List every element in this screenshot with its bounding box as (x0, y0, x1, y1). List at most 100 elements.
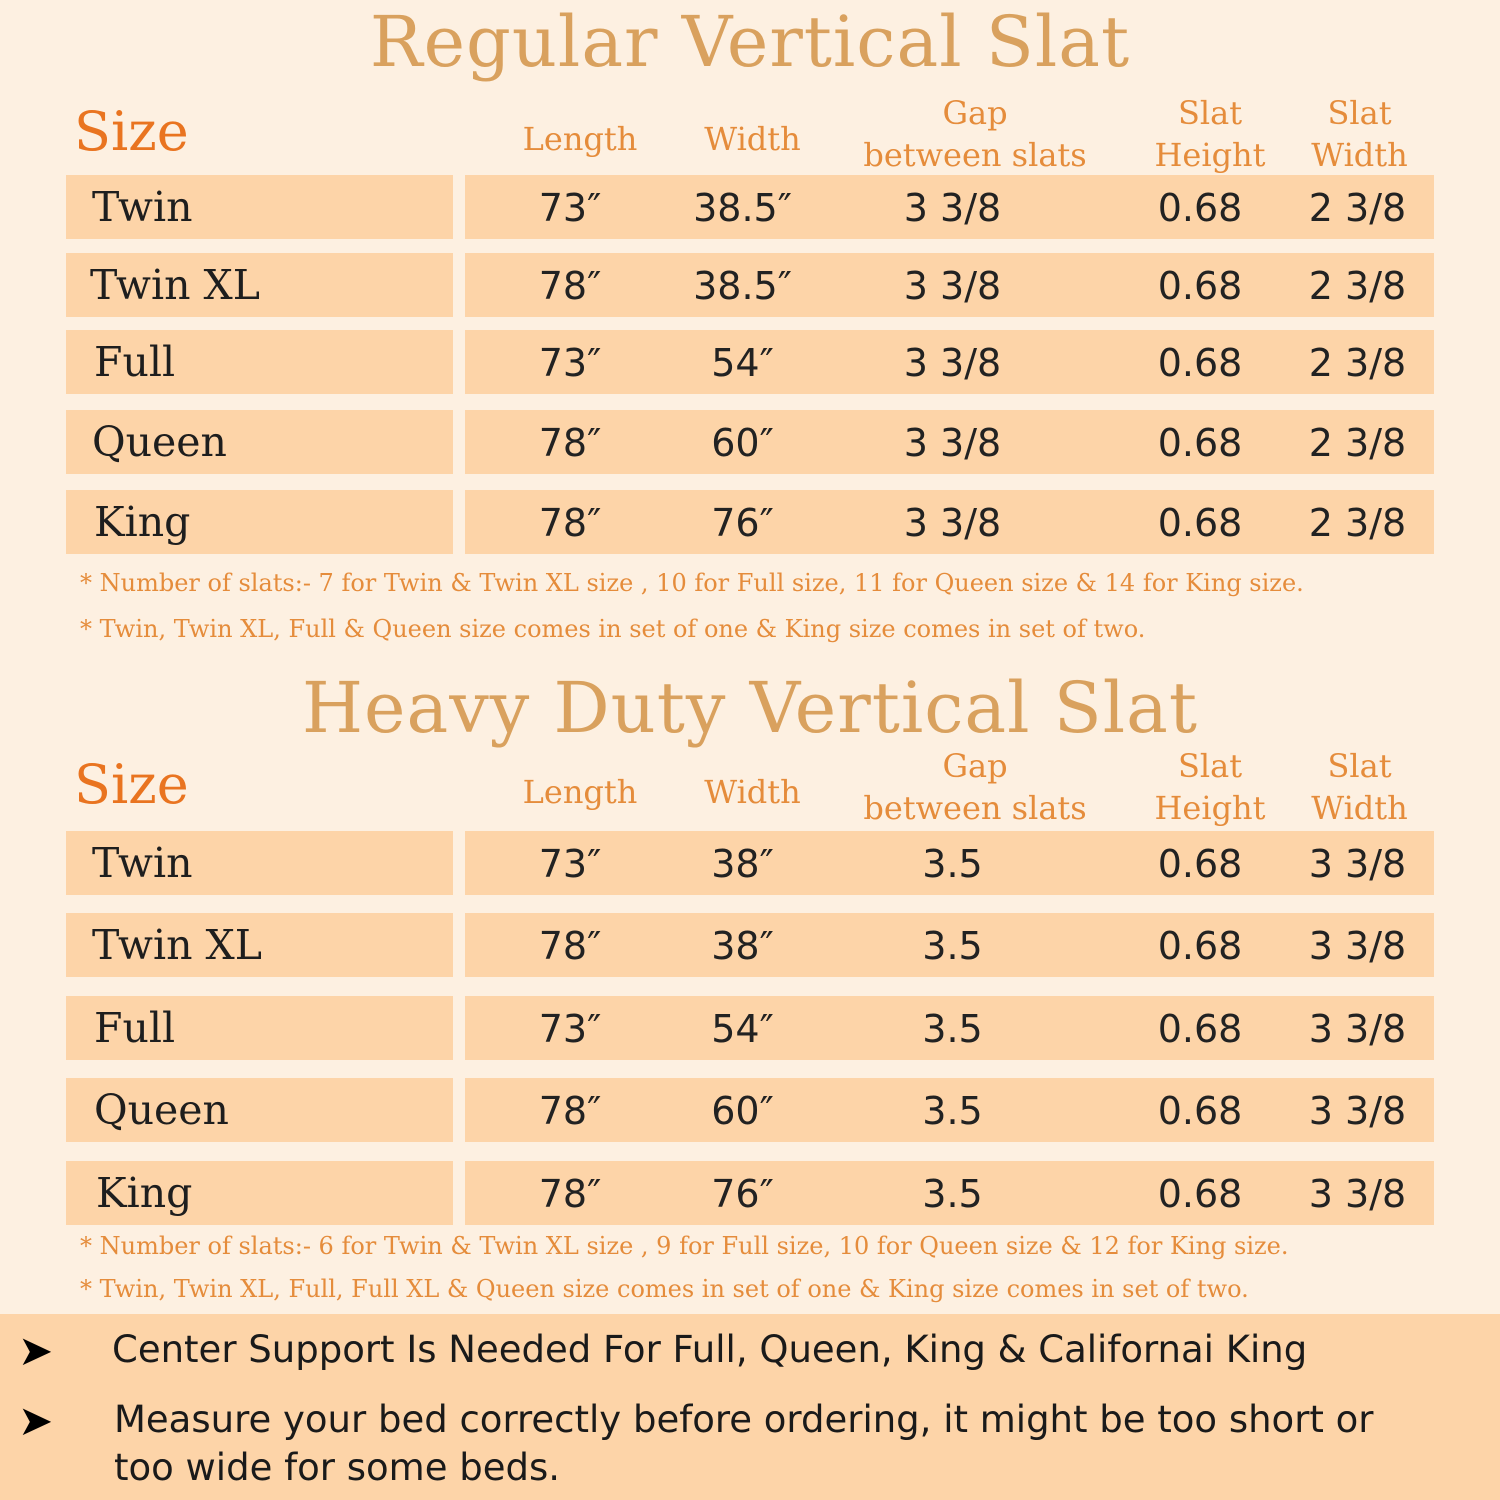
slat-height-cell: 0.68 (1157, 264, 1243, 308)
width-cell: 54″ (711, 1007, 774, 1051)
row-bg-right (465, 175, 1434, 239)
slat-width-cell: 3 3/8 (1308, 1172, 1407, 1216)
slat-height-cell: 0.68 (1157, 1172, 1243, 1216)
row-bg-right (465, 913, 1434, 977)
slat-width-cell: 2 3/8 (1308, 501, 1407, 545)
slat-width-cell: 2 3/8 (1308, 421, 1407, 465)
width-cell: 76″ (711, 1172, 774, 1216)
regular-gap-header-line1: Gap (942, 94, 1008, 132)
length-cell: 78″ (538, 924, 602, 968)
length-cell: 78″ (538, 421, 602, 465)
bullet-line: Center Support Is Needed For Full, Queen… (112, 1328, 1308, 1371)
width-cell: 54″ (711, 341, 774, 385)
row-bg-left (66, 253, 453, 317)
regular-note-slat-count: * Number of slats:- 7 for Twin & Twin XL… (80, 569, 1304, 597)
width-cell: 38″ (711, 924, 774, 968)
size-cell: Full (94, 1004, 176, 1052)
row-bg-left (66, 490, 453, 554)
row-bg-left (66, 913, 453, 977)
row-bg-right (465, 490, 1434, 554)
size-cell: Twin XL (92, 921, 262, 969)
length-cell: 78″ (538, 501, 602, 545)
slat-height-cell: 0.68 (1157, 924, 1243, 968)
slat-height-cell: 0.68 (1157, 842, 1243, 886)
row-bg-right (465, 253, 1434, 317)
regular-gap-header: Gap between slats (850, 92, 1100, 176)
table-row: Twin 73″ 38.5″ 3 3/8 0.68 2 3/8 (0, 175, 1500, 239)
regular-slat-height-header-line1: Slat (1177, 94, 1243, 132)
regular-size-header: Size (74, 100, 189, 163)
size-cell: Twin (92, 183, 193, 231)
slat-height-cell: 0.68 (1157, 501, 1243, 545)
slat-width-cell: 3 3/8 (1308, 1089, 1407, 1133)
table-row: King 78″ 76″ 3.5 0.68 3 3/8 (0, 1161, 1500, 1225)
table-row: King 78″ 76″ 3 3/8 0.68 2 3/8 (0, 490, 1500, 554)
regular-length-header: Length (522, 120, 638, 158)
arrow-bullet-icon: ➤ (18, 1326, 54, 1375)
regular-title: Regular Vertical Slat (369, 1, 1131, 83)
length-cell: 73″ (538, 842, 602, 886)
width-cell: 60″ (711, 421, 774, 465)
heavy-slat-width-header: Slat Width (1292, 745, 1427, 829)
size-cell: Twin (92, 839, 193, 887)
slat-width-cell: 2 3/8 (1308, 264, 1407, 308)
width-cell: 38.5″ (693, 264, 792, 308)
size-cell: Twin XL (90, 261, 260, 309)
table-row: Queen 78″ 60″ 3 3/8 0.68 2 3/8 (0, 410, 1500, 474)
slat-width-cell: 2 3/8 (1308, 341, 1407, 385)
gap-cell: 3 3/8 (903, 501, 1002, 545)
size-cell: Queen (92, 418, 227, 466)
heavy-slat-width-header-line1: Slat (1327, 747, 1392, 785)
gap-cell: 3.5 (922, 1172, 983, 1216)
row-bg-right (465, 1078, 1434, 1142)
slat-height-cell: 0.68 (1157, 421, 1243, 465)
heavy-width-header: Width (704, 773, 801, 811)
row-bg-left (66, 1078, 453, 1142)
slat-width-cell: 3 3/8 (1308, 924, 1407, 968)
regular-slat-height-header: Slat Height (1140, 92, 1280, 176)
regular-slat-height-header-line2: Height (1154, 136, 1266, 174)
heavy-size-header: Size (74, 753, 189, 816)
row-bg-right (465, 1161, 1434, 1225)
bullet-measure-bed: Measure your bed correctly before orderi… (114, 1396, 1374, 1492)
slat-height-cell: 0.68 (1157, 341, 1243, 385)
heavy-title: Heavy Duty Vertical Slat (302, 667, 1198, 749)
gap-cell: 3 3/8 (903, 421, 1002, 465)
row-bg-left (66, 831, 453, 895)
length-cell: 78″ (538, 1172, 602, 1216)
regular-note-set: * Twin, Twin XL, Full & Queen size comes… (80, 615, 1146, 643)
heavy-slat-height-header-line2: Height (1154, 789, 1266, 827)
slat-width-cell: 3 3/8 (1308, 842, 1407, 886)
width-cell: 60″ (711, 1089, 774, 1133)
gap-cell: 3 3/8 (903, 186, 1002, 230)
row-bg-right (465, 330, 1434, 394)
size-cell: King (94, 498, 191, 546)
table-row: Twin 73″ 38″ 3.5 0.68 3 3/8 (0, 831, 1500, 895)
heavy-note-slat-count: * Number of slats:- 6 for Twin & Twin XL… (80, 1232, 1289, 1260)
regular-slat-width-header-line2: Width (1311, 136, 1408, 174)
row-bg-left (66, 330, 453, 394)
row-bg-left (66, 410, 453, 474)
length-cell: 78″ (538, 1089, 602, 1133)
slat-height-cell: 0.68 (1157, 186, 1243, 230)
slat-height-cell: 0.68 (1157, 1007, 1243, 1051)
regular-slat-width-header: Slat Width (1292, 92, 1427, 176)
heavy-gap-header: Gap between slats (850, 745, 1100, 829)
gap-cell: 3.5 (922, 842, 983, 886)
length-cell: 78″ (538, 264, 602, 308)
heavy-slat-height-header: Slat Height (1140, 745, 1280, 829)
table-row: Twin XL 78″ 38.5″ 3 3/8 0.68 2 3/8 (0, 253, 1500, 317)
bullet-line: too wide for some beds. (114, 1446, 560, 1489)
row-bg-left (66, 996, 453, 1060)
row-bg-left (66, 1161, 453, 1225)
gap-cell: 3 3/8 (903, 264, 1002, 308)
row-bg-right (465, 831, 1434, 895)
width-cell: 76″ (711, 501, 774, 545)
gap-cell: 3 3/8 (903, 341, 1002, 385)
regular-slat-width-header-line1: Slat (1327, 94, 1392, 132)
regular-gap-header-line2: between slats (863, 136, 1087, 174)
gap-cell: 3.5 (922, 924, 983, 968)
table-row: Twin XL 78″ 38″ 3.5 0.68 3 3/8 (0, 913, 1500, 977)
table-row: Full 73″ 54″ 3 3/8 0.68 2 3/8 (0, 330, 1500, 394)
slat-height-cell: 0.68 (1157, 1089, 1243, 1133)
